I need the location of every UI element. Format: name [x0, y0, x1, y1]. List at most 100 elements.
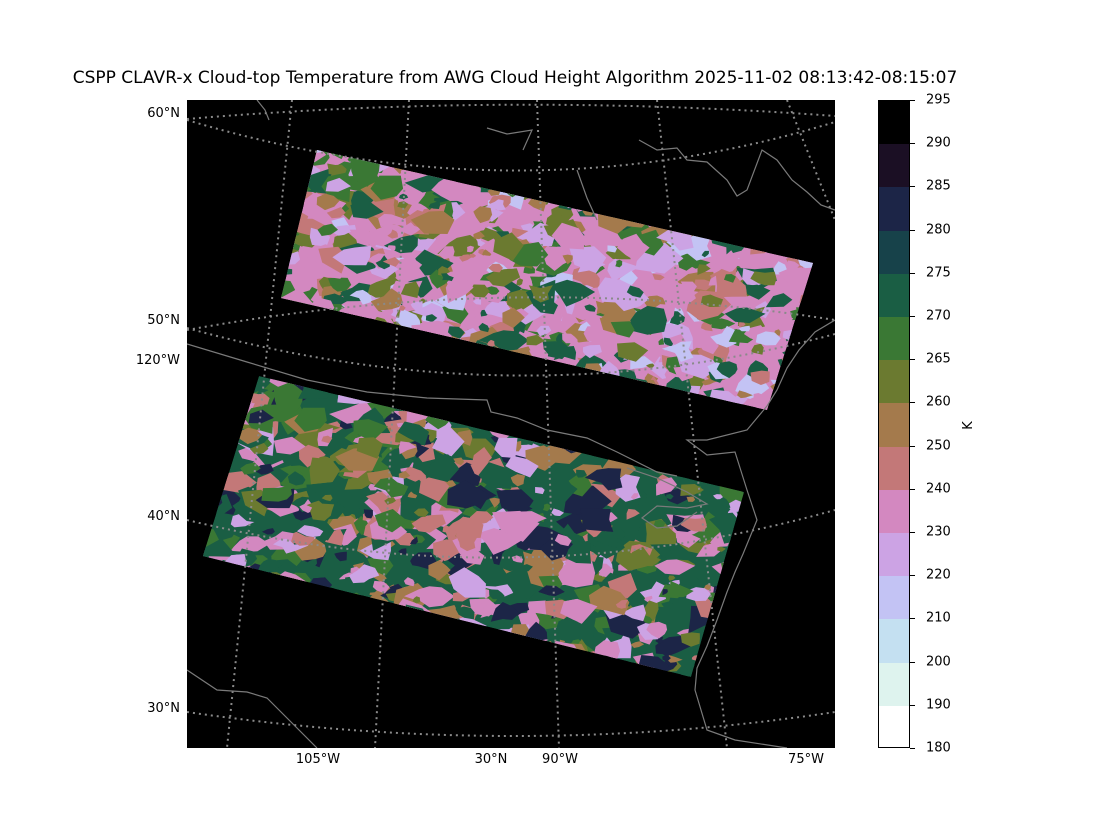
cloud-pixel-cluster	[353, 660, 373, 677]
cloud-pixel-cluster	[488, 411, 508, 430]
cloud-pixel-cluster	[735, 618, 744, 627]
cloud-pixel-cluster	[516, 278, 524, 286]
cloud-pixel-cluster	[397, 348, 418, 364]
cloud-pixel-cluster	[592, 176, 609, 188]
cloud-pixel-cluster	[738, 325, 751, 332]
cloud-pixel-cluster	[777, 168, 810, 188]
cloud-pixel-cluster	[295, 590, 336, 616]
cloud-pixel-cluster	[308, 634, 336, 649]
cloud-pixel-cluster	[425, 314, 438, 323]
cloud-pixel-cluster	[448, 382, 479, 401]
cloud-pixel-cluster	[699, 338, 719, 355]
cloud-pixel-cluster	[212, 656, 220, 661]
cloud-pixel-cluster	[401, 629, 414, 640]
colorbar-tick-label: 280	[926, 222, 951, 238]
cloud-pixel-cluster	[232, 626, 250, 639]
cloud-pixel-cluster	[287, 608, 309, 623]
longitude-line-75w	[536, 100, 560, 748]
cloud-pixel-cluster	[455, 403, 492, 427]
cloud-pixel-cluster	[459, 667, 471, 677]
cloud-pixel-cluster	[514, 164, 525, 170]
cloud-pixel-cluster	[213, 592, 244, 612]
cloud-pixel-cluster	[236, 587, 252, 597]
cloud-pixel-cluster	[665, 282, 690, 300]
cloud-pixel-cluster	[781, 372, 813, 397]
cloud-pixel-cluster	[564, 637, 574, 644]
cloud-pixel-cluster	[592, 204, 600, 211]
cloud-pixel-cluster	[784, 396, 813, 410]
cloud-pixel-cluster	[526, 334, 545, 346]
cloud-pixel-cluster	[711, 438, 734, 451]
cloud-pixel-cluster	[490, 602, 520, 622]
cloud-pixel-cluster	[364, 641, 378, 652]
cloud-pixel-cluster	[678, 171, 716, 190]
cloud-pixel-cluster	[329, 593, 341, 603]
cloud-pixel-cluster	[429, 403, 447, 417]
cloud-pixel-cluster	[372, 580, 390, 594]
cloud-pixel-cluster	[260, 645, 287, 660]
cloud-pixel-cluster	[680, 281, 697, 293]
cloud-pixel-cluster	[801, 235, 813, 249]
cloud-pixel-cluster	[431, 155, 459, 175]
cloud-pixel-cluster	[753, 202, 784, 226]
cloud-pixel-cluster	[416, 362, 449, 390]
cloud-pixel-cluster	[428, 560, 451, 581]
cloud-pixel-cluster	[374, 509, 408, 533]
cloud-pixel-cluster	[557, 397, 580, 410]
cloud-pixel-cluster	[607, 186, 628, 199]
cloud-pixel-cluster	[468, 312, 475, 319]
map-panel[interactable]	[187, 100, 835, 748]
cloud-pixel-cluster	[744, 212, 751, 220]
cloud-pixel-cluster	[469, 653, 482, 664]
cloud-pixel-cluster	[760, 233, 793, 254]
cloud-pixel-cluster	[348, 664, 364, 677]
cloud-pixel-cluster	[524, 621, 548, 642]
cloud-pixel-cluster	[715, 150, 739, 164]
cloud-pixel-cluster	[522, 389, 534, 396]
cloud-pixel-cluster	[210, 385, 240, 405]
cloud-pixel-cluster	[763, 160, 773, 167]
cloud-pixel-cluster	[342, 615, 368, 632]
cloud-pixel-cluster	[763, 243, 777, 254]
cloud-pixel-cluster	[464, 376, 494, 394]
cloud-pixel-cluster	[700, 294, 724, 307]
cloud-pixel-cluster	[584, 165, 627, 196]
cloud-pixel-cluster	[456, 407, 474, 422]
cloud-pixel-cluster	[473, 231, 485, 240]
latitude-line-55	[187, 119, 835, 172]
cloud-pixel-cluster	[317, 334, 338, 357]
cloud-pixel-cluster	[496, 489, 534, 516]
cloud-pixel-cluster	[305, 348, 334, 377]
cloud-pixel-cluster	[216, 633, 248, 652]
colorbar-tick-label: 190	[926, 697, 951, 713]
cloud-pixel-cluster	[690, 177, 712, 192]
cloud-pixel-cluster	[716, 361, 738, 379]
cloud-pixel-cluster	[292, 650, 328, 674]
cloud-pixel-cluster	[567, 374, 601, 394]
cloud-pixel-cluster	[238, 376, 247, 379]
cloud-pixel-cluster	[341, 624, 373, 652]
cloud-pixel-cluster	[759, 177, 804, 204]
cloud-pixel-cluster	[428, 394, 448, 410]
cloud-pixel-cluster	[411, 514, 446, 533]
cloud-pixel-cluster	[345, 350, 381, 377]
cloud-pixel-cluster	[642, 615, 653, 624]
cloud-pixel-cluster	[539, 427, 562, 443]
cloud-pixel-cluster	[783, 200, 798, 208]
cloud-pixel-cluster	[737, 150, 773, 168]
cloud-pixel-cluster	[274, 631, 294, 647]
cloud-pixel-cluster	[616, 156, 629, 168]
colorbar-tick-mark	[910, 575, 915, 577]
cloud-pixel-cluster	[360, 333, 372, 342]
cloud-pixel-cluster	[367, 620, 388, 634]
cloud-pixel-cluster	[343, 643, 379, 670]
cloud-pixel-cluster	[447, 379, 474, 404]
colorbar-tick-mark	[910, 316, 915, 317]
cloud-pixel-cluster	[543, 384, 557, 396]
cloud-pixel-cluster	[603, 150, 611, 159]
cloud-pixel-cluster	[215, 379, 231, 393]
cloud-pixel-cluster	[303, 641, 331, 662]
cloud-pixel-cluster	[478, 379, 486, 385]
cloud-pixel-cluster	[307, 341, 323, 352]
cloud-pixel-cluster	[424, 382, 460, 407]
